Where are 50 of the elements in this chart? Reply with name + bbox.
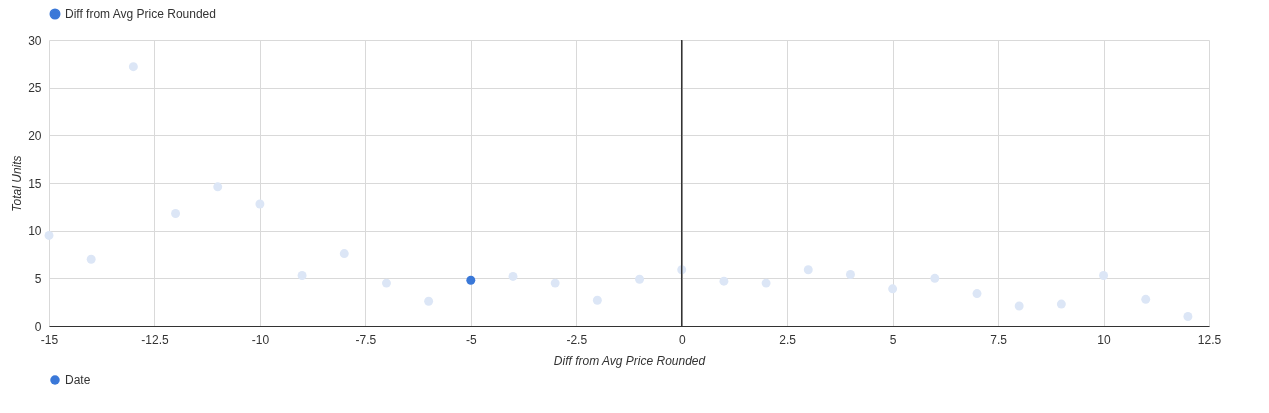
x-tick-label: 5 — [889, 332, 897, 347]
point — [1099, 271, 1109, 280]
text: Date — [65, 373, 91, 387]
point — [255, 199, 265, 209]
x-tick-label: -15 — [40, 332, 59, 347]
y-axis-title: Total Units — [10, 155, 25, 212]
point — [424, 296, 434, 306]
y-tick-label: 20 — [28, 128, 42, 143]
point — [339, 249, 349, 259]
y-tick-label: 10 — [28, 224, 42, 239]
x-tick-label: -12.5 — [141, 332, 169, 347]
point — [1014, 301, 1024, 311]
point — [1141, 294, 1151, 304]
point — [592, 295, 602, 305]
point — [550, 278, 560, 288]
point — [635, 274, 645, 284]
point — [44, 230, 54, 240]
x-tick-label: 0 — [678, 332, 686, 347]
point — [1183, 312, 1193, 321]
point — [171, 209, 181, 218]
point — [845, 270, 855, 279]
point — [930, 273, 940, 283]
point — [719, 276, 729, 286]
x-tick-label: -5 — [465, 332, 477, 347]
point — [1056, 299, 1066, 309]
y-tick-label: 0 — [34, 319, 42, 334]
x-tick-label: -7.5 — [355, 332, 377, 347]
x-tick-label: 10 — [1097, 332, 1112, 347]
y-tick-label: 15 — [28, 176, 42, 191]
x-tick-label: 12.5 — [1197, 332, 1222, 347]
point — [972, 289, 982, 299]
point — [128, 62, 138, 72]
y-tick-label: 25 — [28, 81, 42, 96]
point — [761, 278, 771, 288]
point — [888, 284, 898, 294]
legend-label: Diff from Avg Price Rounded — [65, 7, 216, 21]
point — [508, 271, 518, 281]
x-tick-label: 7.5 — [990, 332, 1008, 347]
point — [381, 278, 391, 288]
point — [466, 275, 476, 285]
x-tick-label: 2.5 — [779, 332, 797, 347]
point — [803, 265, 813, 275]
point — [86, 254, 96, 264]
point — [213, 182, 223, 192]
y-tick-label: 5 — [34, 271, 42, 286]
y-tick-label: 30 — [28, 33, 42, 48]
x-tick-label: -10 — [251, 332, 270, 347]
point — [297, 271, 307, 280]
x-tick-label: -2.5 — [566, 332, 588, 347]
x-axis-title: Diff from Avg Price Rounded — [553, 353, 706, 368]
